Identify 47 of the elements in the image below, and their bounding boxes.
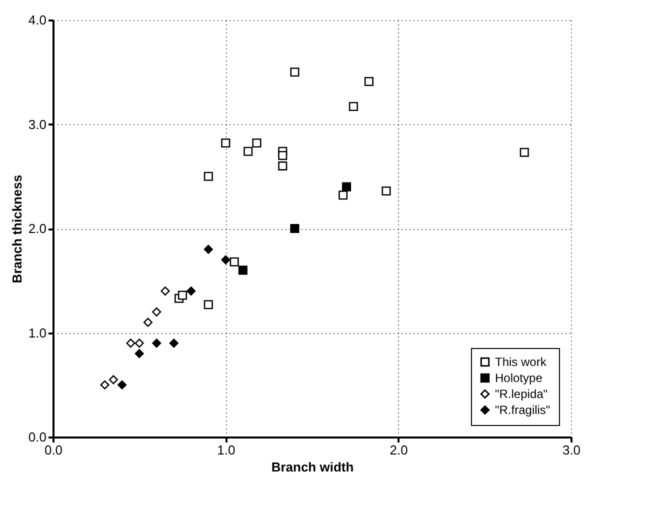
- point: [100, 380, 110, 390]
- point: [204, 300, 213, 310]
- point: [152, 307, 162, 316]
- point: [186, 286, 196, 296]
- point: [338, 190, 348, 200]
- point: [134, 349, 144, 358]
- point: [364, 76, 374, 86]
- point: [143, 318, 152, 327]
- point: [230, 257, 239, 266]
- point: [221, 138, 230, 148]
- y-tick-label: 1.0: [28, 325, 46, 340]
- point: [278, 151, 288, 160]
- point: [290, 224, 300, 234]
- point: [134, 338, 144, 348]
- point: [204, 244, 213, 254]
- point: [278, 161, 288, 170]
- point: [238, 266, 248, 275]
- point: [160, 286, 170, 296]
- x-tick-label: 2.0: [390, 442, 408, 458]
- point: [244, 146, 253, 156]
- legend-label: "R.lepida": [495, 387, 548, 401]
- y-tick-label: 2.0: [28, 221, 46, 236]
- y-tick-label: 4.0: [28, 12, 46, 28]
- y-axis-title: Branch thickness: [9, 174, 24, 284]
- point: [342, 182, 352, 192]
- legend-label: "R.fragilis": [495, 403, 550, 417]
- y-tick-label: 0.0: [28, 430, 46, 444]
- y-tick-label: 3.0: [28, 116, 46, 132]
- point: [252, 138, 262, 148]
- point: [221, 255, 230, 264]
- point: [348, 102, 358, 112]
- legend-label: This work: [495, 355, 548, 369]
- x-axis-title: Branch width: [271, 460, 354, 474]
- legend-label: Holotype: [495, 371, 543, 385]
- point: [520, 148, 529, 157]
- point: [108, 375, 118, 384]
- point: [152, 338, 162, 348]
- point: [204, 172, 213, 181]
- point: [178, 290, 188, 300]
- point: [118, 380, 127, 390]
- x-tick-label: 1.0: [217, 442, 236, 458]
- point: [290, 68, 300, 77]
- point: [382, 186, 391, 196]
- point: [169, 338, 178, 348]
- point: [126, 338, 136, 348]
- x-tick-label: 0.0: [44, 442, 63, 458]
- x-tick-label: 3.0: [562, 442, 581, 458]
